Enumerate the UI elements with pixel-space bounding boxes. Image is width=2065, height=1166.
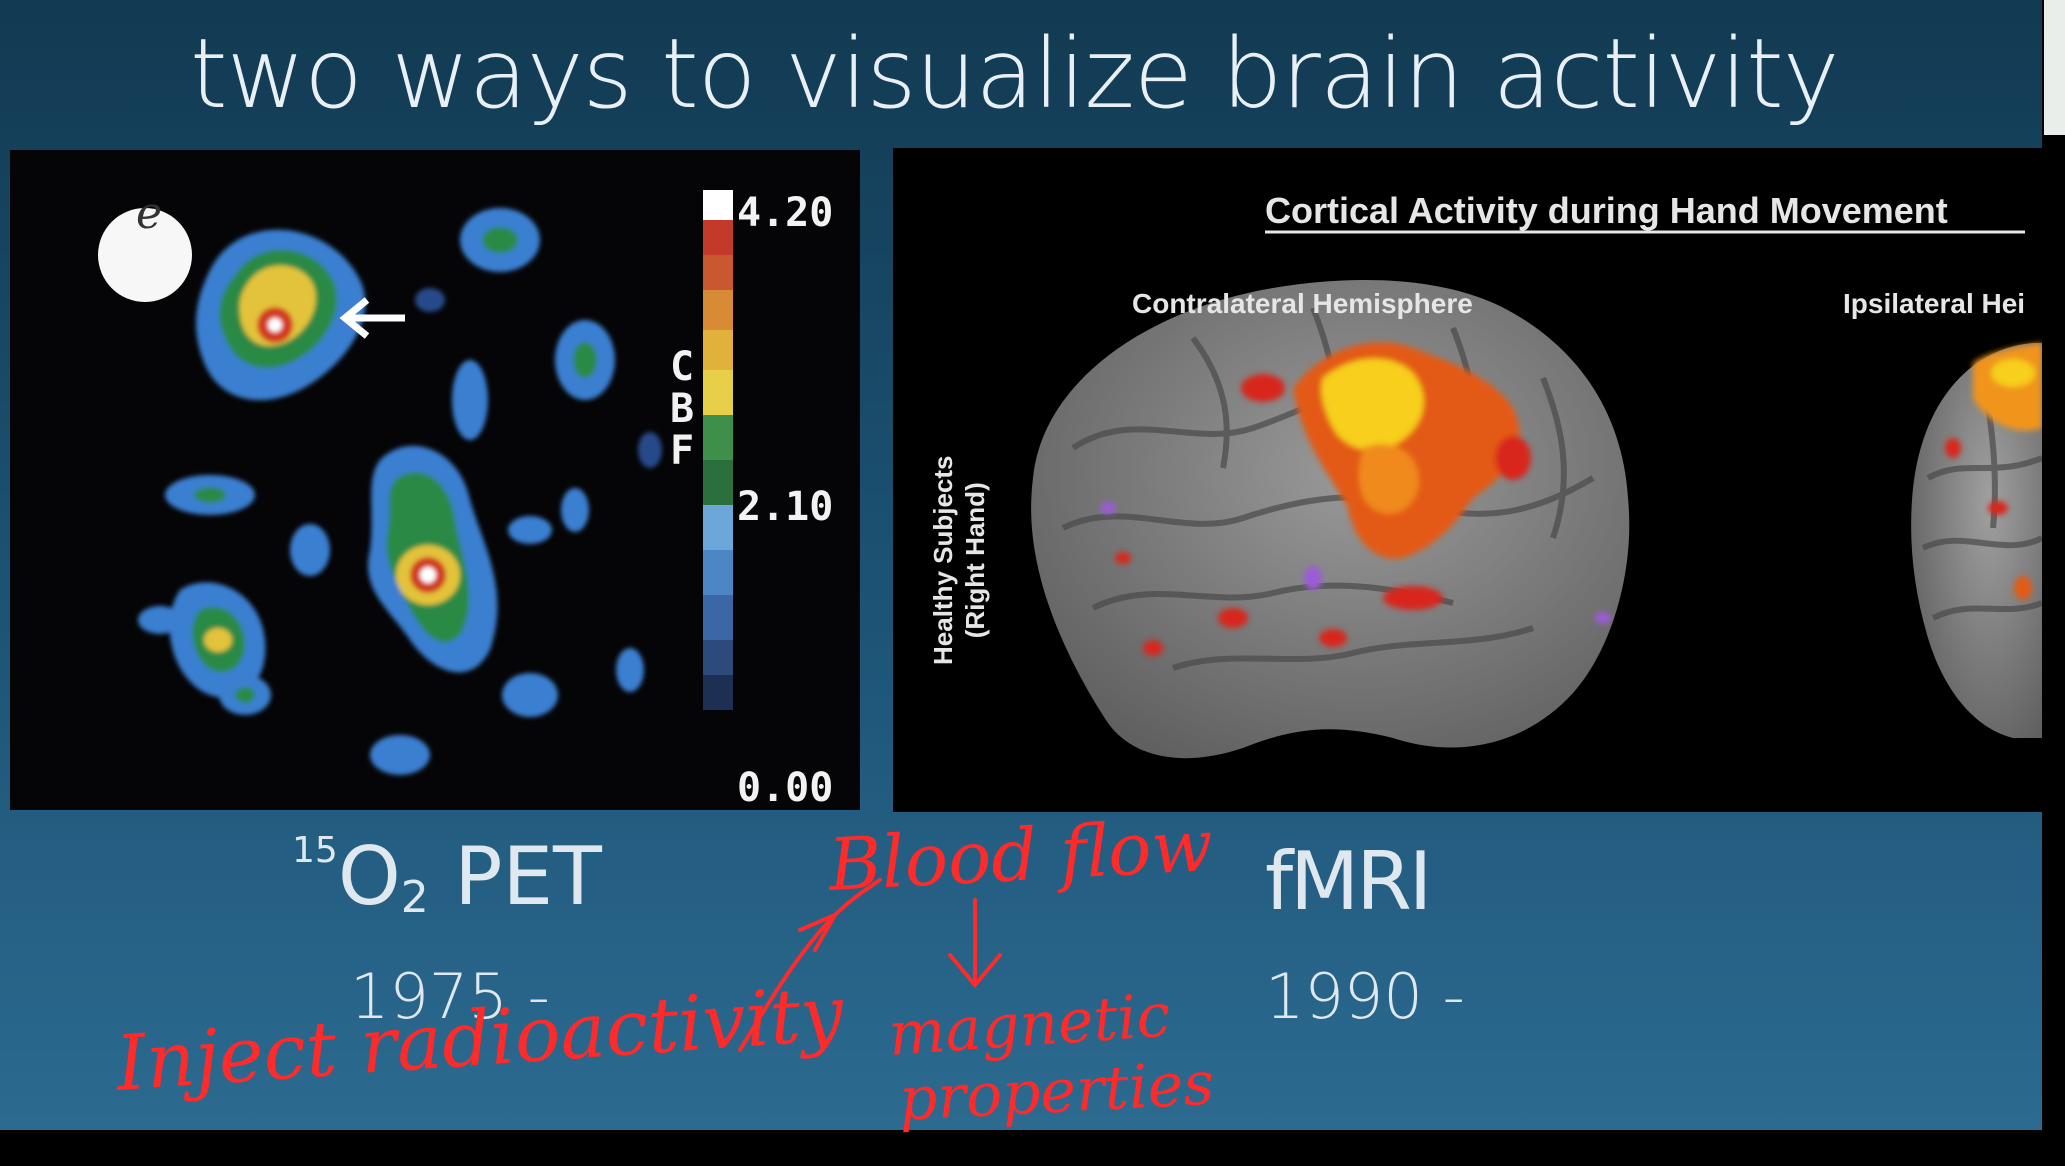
panel-letter-text: e: [136, 188, 163, 239]
annotation-arrow-up: [738, 878, 882, 1052]
pet-caption: 15O2 PET: [292, 830, 602, 923]
annotation-inject-radioactivity: Inject radioactivity: [111, 968, 847, 1108]
fmri-caption: fMRI: [1265, 835, 1432, 928]
colorbar-label-c: C: [670, 344, 695, 390]
fmri-panel-title: Cortical Activity during Hand Movement: [1265, 190, 1948, 231]
colorbar-mid-label: 2.10: [737, 484, 834, 530]
fmri-right-subtitle: Ipsilateral Hei: [1843, 288, 2026, 319]
annotation-arrow-up-head: [798, 910, 840, 952]
pet-colorbar: [703, 190, 733, 710]
pet-isotope-superscript: 15: [292, 830, 338, 871]
panel-letter-badge: [98, 208, 192, 302]
pet-caption-rest: PET: [428, 830, 602, 923]
pet-caption-subscript: 2: [400, 872, 429, 923]
annotation-arrow-down-head: [948, 953, 1002, 989]
colorbar-max-label: 4.20: [737, 190, 834, 236]
pet-year: 1975 -: [350, 960, 550, 1033]
pet-caption-o: O: [337, 830, 401, 923]
colorbar-label-f: F: [670, 428, 695, 474]
pet-scan-image: [10, 150, 860, 810]
colorbar-label-b: B: [670, 386, 695, 432]
slide-title: two ways to visualize brain activity: [190, 18, 1840, 130]
annotation-blood-flow: Blood flow: [824, 803, 1214, 907]
arrow-left-icon: [339, 297, 405, 339]
fmri-left-subtitle: Contralateral Hemisphere: [1132, 288, 1473, 319]
annotation-properties: properties: [897, 1049, 1216, 1135]
colorbar-min-label: 0.00: [737, 765, 834, 811]
fmri-brain-image: [893, 148, 2042, 812]
fmri-year: 1990 -: [1265, 960, 1465, 1033]
